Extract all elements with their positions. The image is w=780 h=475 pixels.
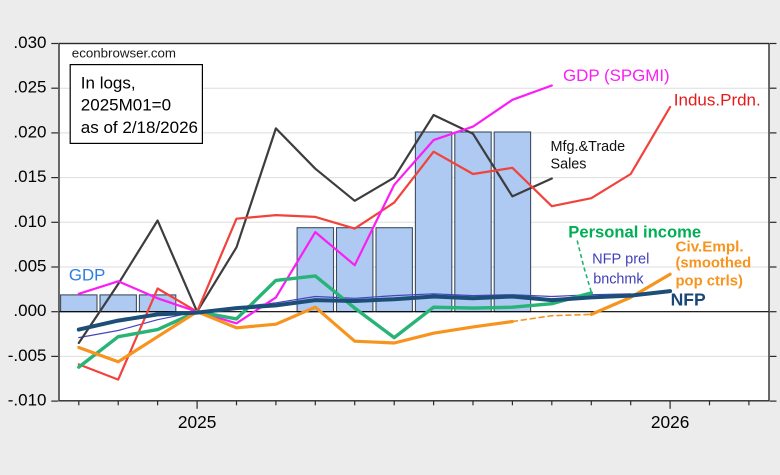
svg-text:.010: .010 (13, 212, 46, 231)
svg-text:In logs,: In logs, (81, 73, 136, 92)
svg-text:2026: 2026 (651, 412, 689, 432)
svg-text:Sales: Sales (551, 157, 587, 173)
svg-text:.015: .015 (13, 167, 46, 186)
svg-text:.025: .025 (13, 78, 46, 97)
svg-text:2025M01=0: 2025M01=0 (81, 96, 171, 115)
svg-text:pop ctrls): pop ctrls) (676, 274, 743, 290)
svg-text:.020: .020 (13, 122, 46, 141)
svg-text:NFP: NFP (671, 289, 706, 309)
svg-text:econbrowser.com: econbrowser.com (72, 46, 176, 61)
svg-text:.000: .000 (13, 301, 46, 320)
svg-text:-.005: -.005 (8, 346, 47, 365)
svg-text:as of 2/18/2026: as of 2/18/2026 (81, 118, 198, 137)
svg-text:.030: .030 (13, 33, 46, 52)
svg-text:GDP: GDP (69, 266, 105, 285)
svg-text:.005: .005 (13, 257, 46, 276)
svg-text:Civ.Empl.: Civ.Empl. (676, 239, 744, 256)
svg-text:bnchmk: bnchmk (593, 272, 644, 288)
svg-text:Mfg.&Trade: Mfg.&Trade (551, 139, 626, 155)
svg-text:GDP (SPGMI): GDP (SPGMI) (563, 66, 670, 85)
svg-text:2025: 2025 (178, 412, 216, 432)
svg-text:(smoothed: (smoothed (676, 256, 752, 272)
svg-text:Personal income: Personal income (568, 222, 701, 241)
svg-text:-.010: -.010 (8, 391, 47, 410)
svg-text:NFP prel: NFP prel (592, 252, 649, 268)
svg-text:Indus.Prdn.: Indus.Prdn. (674, 90, 761, 109)
